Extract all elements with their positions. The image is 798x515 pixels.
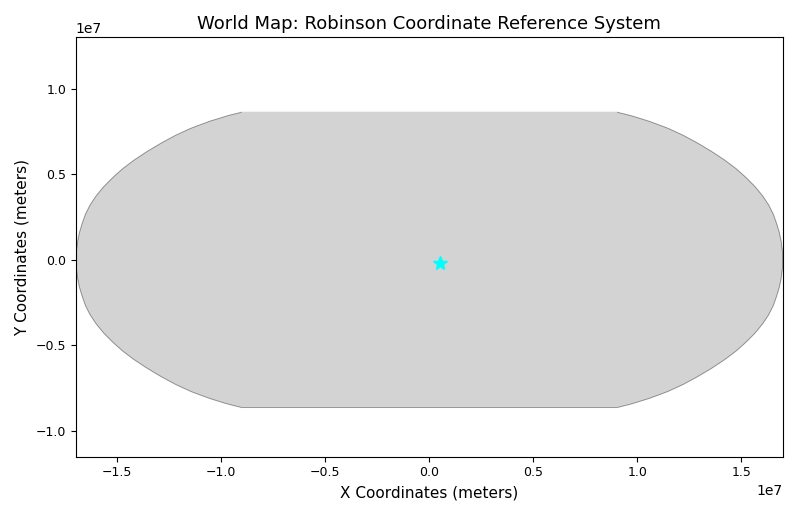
- Title: World Map: Robinson Coordinate Reference System: World Map: Robinson Coordinate Reference…: [197, 15, 662, 33]
- Y-axis label: Y Coordinates (meters): Y Coordinates (meters): [15, 159, 30, 336]
- X-axis label: X Coordinates (meters): X Coordinates (meters): [340, 485, 519, 500]
- Polygon shape: [76, 112, 783, 407]
